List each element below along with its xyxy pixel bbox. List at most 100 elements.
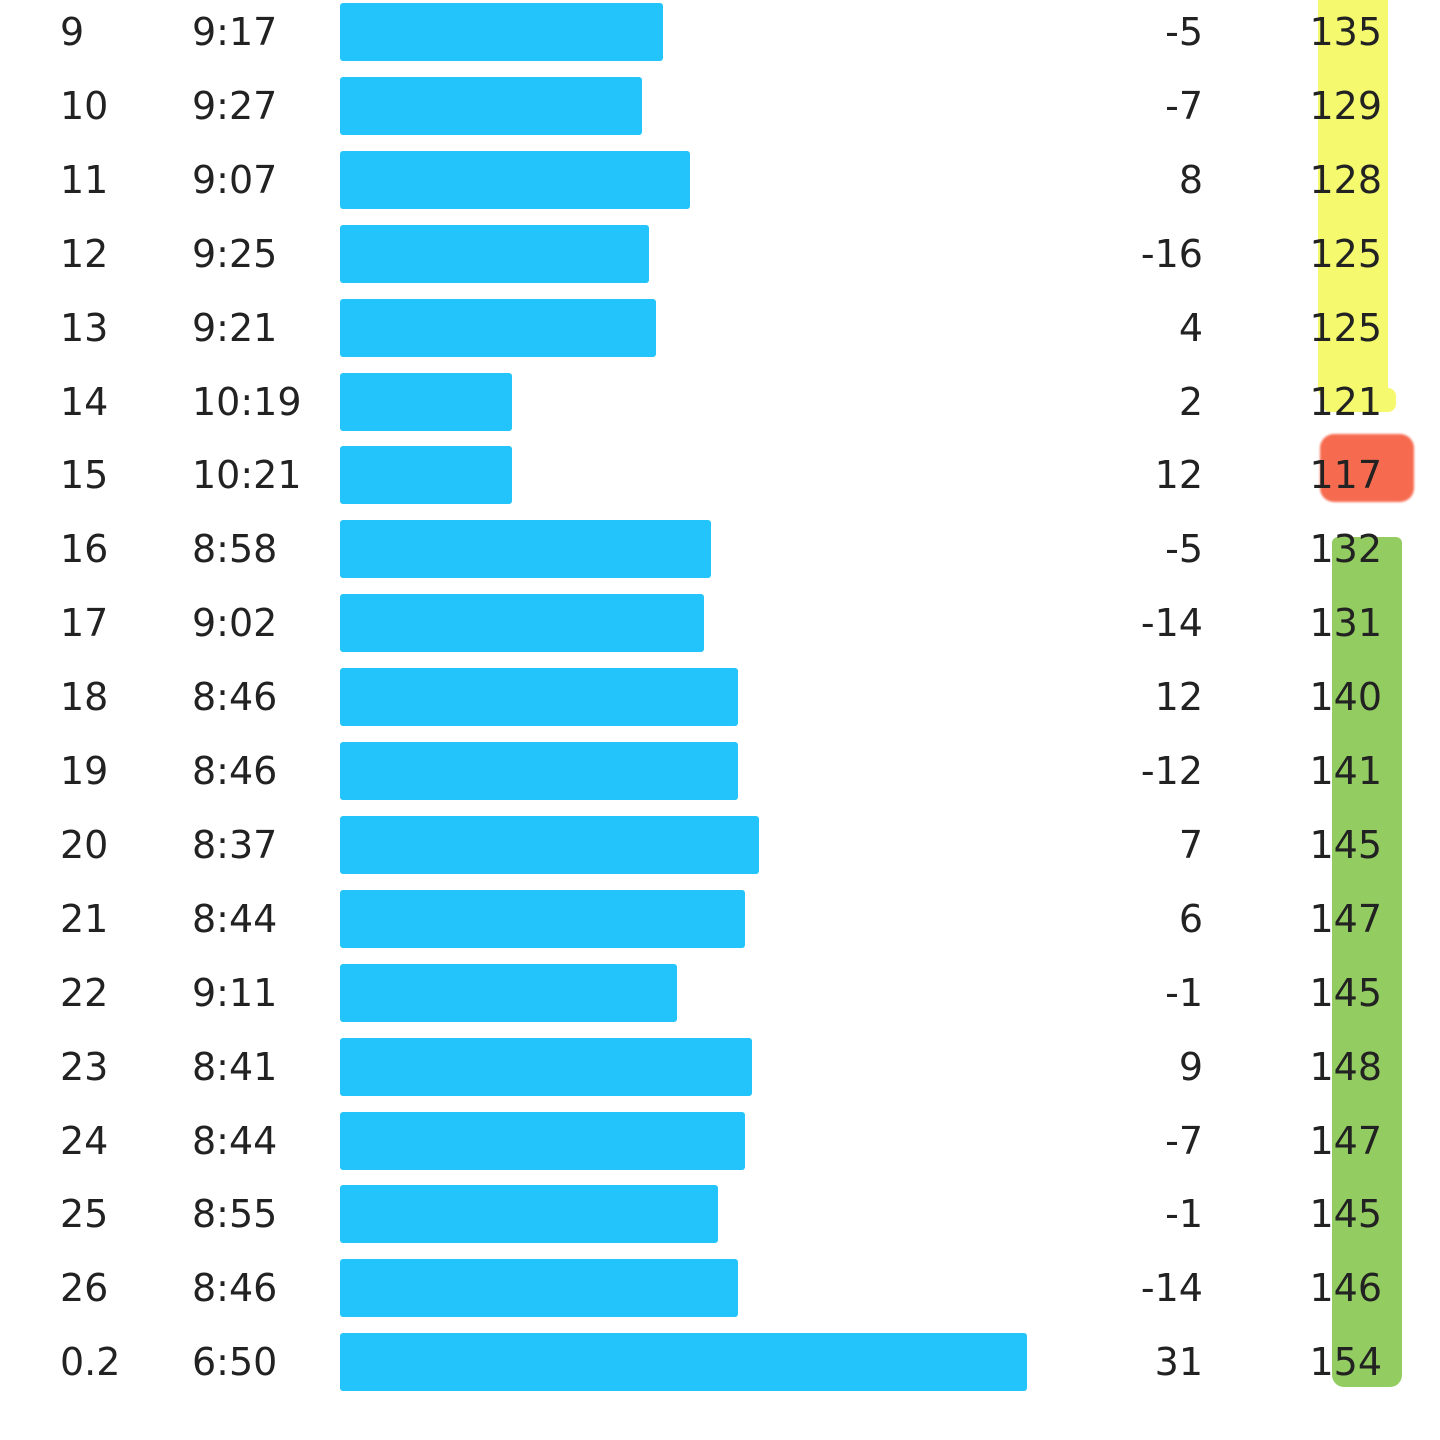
split-elevation: 12 [1154, 675, 1203, 720]
pace-bar [340, 963, 677, 1022]
split-heart-rate: 128 [1309, 157, 1382, 202]
split-elevation: -14 [1140, 1266, 1203, 1311]
split-pace: 8:55 [192, 1192, 278, 1237]
split-elevation: 7 [1178, 822, 1203, 867]
split-pace: 9:17 [192, 10, 278, 54]
split-row: 12 9:25 -16 125 [0, 223, 1440, 297]
split-row: 18 8:46 12 140 [0, 666, 1440, 740]
green-highlight [1332, 537, 1402, 1387]
split-heart-rate: 146 [1309, 1266, 1382, 1311]
split-pace: 9:07 [192, 157, 278, 202]
split-heart-rate: 125 [1309, 231, 1382, 276]
split-row: 10 9:27 -7 129 [0, 75, 1440, 149]
split-row: 24 8:44 -7 147 [0, 1110, 1440, 1184]
pace-bar [340, 594, 704, 653]
split-pace: 8:44 [192, 896, 278, 941]
split-elevation: 6 [1178, 896, 1203, 941]
pace-bar [340, 815, 759, 874]
split-mile: 13 [60, 305, 109, 350]
split-row: 16 8:58 -5 132 [0, 518, 1440, 592]
split-heart-rate: 147 [1309, 1118, 1382, 1163]
split-mile: 21 [60, 896, 109, 941]
split-row: 23 8:41 9 148 [0, 1036, 1440, 1110]
split-elevation: -1 [1165, 1192, 1203, 1237]
pace-bar [340, 224, 649, 283]
split-row: 9 9:17 -5 135 [0, 1, 1440, 75]
split-row: 25 8:55 -1 145 [0, 1183, 1440, 1257]
pace-bar [340, 1185, 718, 1244]
split-row: 21 8:44 6 147 [0, 888, 1440, 962]
split-pace: 10:19 [192, 379, 302, 424]
split-elevation: 4 [1178, 305, 1203, 350]
split-heart-rate: 135 [1309, 10, 1382, 54]
split-heart-rate: 125 [1309, 305, 1382, 350]
split-mile: 0.2 [60, 1340, 121, 1385]
split-pace: 9:27 [192, 83, 278, 128]
split-row: 22 9:11 -1 145 [0, 962, 1440, 1036]
split-heart-rate: 117 [1309, 453, 1382, 498]
split-elevation: -5 [1165, 527, 1203, 572]
split-row: 15 10:21 12 117 [0, 444, 1440, 518]
pace-bar [340, 446, 512, 505]
split-elevation: -14 [1140, 601, 1203, 646]
split-elevation: 9 [1178, 1044, 1203, 1089]
pace-bar [340, 742, 738, 800]
pace-bar [340, 520, 711, 579]
split-pace: 9:11 [192, 970, 278, 1015]
split-elevation: 12 [1154, 453, 1203, 498]
split-elevation: -12 [1140, 749, 1203, 793]
split-mile: 24 [60, 1118, 109, 1163]
split-pace: 8:46 [192, 675, 278, 720]
split-row: 14 10:19 2 121 [0, 371, 1440, 445]
split-mile: 11 [60, 157, 109, 202]
split-pace: 8:46 [192, 1266, 278, 1311]
split-mile: 18 [60, 675, 109, 720]
split-pace: 8:37 [192, 822, 278, 867]
split-pace: 8:41 [192, 1044, 278, 1089]
split-heart-rate: 129 [1309, 83, 1382, 128]
split-mile: 25 [60, 1192, 109, 1237]
split-heart-rate: 140 [1309, 675, 1382, 720]
pace-bar [340, 1111, 745, 1170]
pace-bar [340, 1333, 1027, 1392]
split-row: 13 9:21 4 125 [0, 297, 1440, 371]
pace-bar [340, 3, 663, 61]
split-mile: 15 [60, 453, 109, 498]
split-heart-rate: 141 [1309, 749, 1382, 793]
split-heart-rate: 121 [1309, 379, 1382, 424]
split-pace: 9:25 [192, 231, 278, 276]
split-mile: 20 [60, 822, 109, 867]
split-heart-rate: 131 [1309, 601, 1382, 646]
split-elevation: 31 [1154, 1340, 1203, 1385]
yellow-highlight [1318, 0, 1388, 400]
split-elevation: -7 [1165, 83, 1203, 128]
split-mile: 17 [60, 601, 109, 646]
split-heart-rate: 145 [1309, 822, 1382, 867]
pace-bar [340, 76, 642, 135]
split-row: 19 8:46 -12 141 [0, 740, 1440, 814]
split-heart-rate: 132 [1309, 527, 1382, 572]
split-pace: 8:46 [192, 749, 278, 793]
split-row: 11 9:07 8 128 [0, 149, 1440, 223]
split-elevation: 2 [1178, 379, 1203, 424]
red-highlight [1320, 434, 1414, 502]
pace-bar [340, 1037, 752, 1096]
split-heart-rate: 154 [1309, 1340, 1382, 1385]
split-mile: 22 [60, 970, 109, 1015]
split-heart-rate: 145 [1309, 1192, 1382, 1237]
split-pace: 6:50 [192, 1340, 278, 1385]
yellow-highlight-tip [1322, 388, 1396, 412]
split-mile: 26 [60, 1266, 109, 1311]
pace-bar [340, 372, 512, 431]
split-mile: 14 [60, 379, 109, 424]
split-row: 26 8:46 -14 146 [0, 1257, 1440, 1331]
split-heart-rate: 147 [1309, 896, 1382, 941]
split-pace: 9:21 [192, 305, 278, 350]
split-pace: 8:58 [192, 527, 278, 572]
split-elevation: -16 [1140, 231, 1203, 276]
split-pace: 8:44 [192, 1118, 278, 1163]
split-mile: 9 [60, 10, 85, 54]
pace-bar [340, 298, 656, 357]
split-mile: 16 [60, 527, 109, 572]
